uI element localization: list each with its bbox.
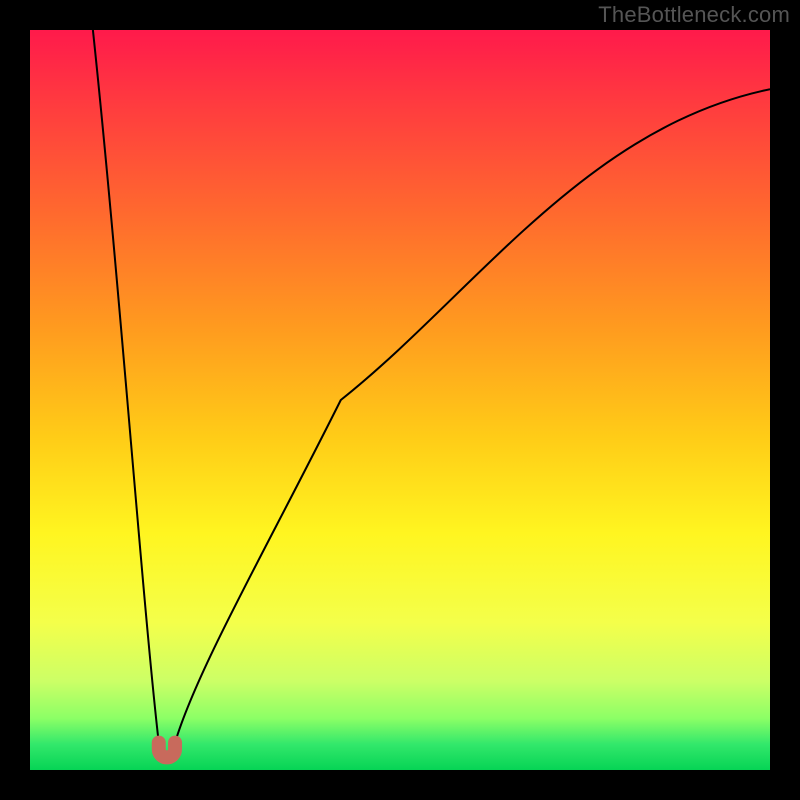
bottleneck-chart bbox=[0, 0, 800, 800]
figure-root: TheBottleneck.com bbox=[0, 0, 800, 800]
heat-gradient-background bbox=[30, 30, 770, 770]
watermark-text: TheBottleneck.com bbox=[598, 2, 790, 28]
